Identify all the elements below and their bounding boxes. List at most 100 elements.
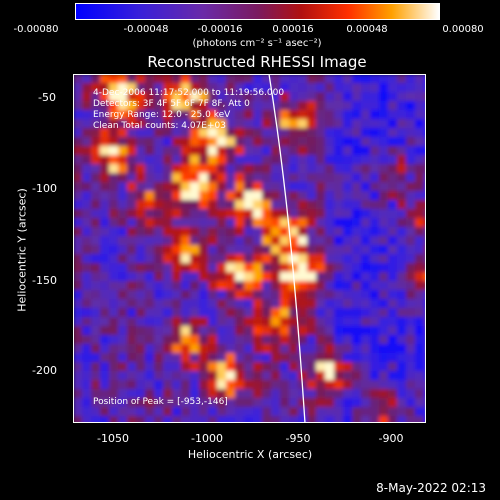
heatmap-cell [226,92,236,102]
heatmap-cell [190,128,200,138]
heatmap-cell [244,182,254,192]
colorbar-units: (photons cm⁻² s⁻¹ asec⁻²) [192,38,322,49]
heatmap-cell [127,353,137,363]
heatmap-cell [289,209,299,219]
heatmap-cell [154,236,164,246]
heatmap-cell [154,101,164,111]
heatmap-cell [100,416,110,423]
heatmap-cell [415,83,425,93]
heatmap-cell [199,353,209,363]
heatmap-cell [253,416,263,423]
heatmap-cell [127,128,137,138]
heatmap-cell [226,362,236,372]
heatmap-cell [262,245,272,255]
heatmap-cell [316,110,326,120]
heatmap-cell [190,281,200,291]
heatmap-cell [361,173,371,183]
heatmap-cell [118,227,128,237]
heatmap-cell [199,218,209,228]
heatmap-cell [82,119,92,129]
heatmap-cell [289,119,299,129]
heatmap-cell [235,290,245,300]
heatmap-cell [82,227,92,237]
heatmap-cell [154,245,164,255]
heatmap-cell [127,371,137,381]
heatmap-cell [109,308,119,318]
heatmap-cell [253,299,263,309]
heatmap-cell [334,380,344,390]
heatmap-cell [73,92,83,102]
heatmap-cell [388,92,398,102]
heatmap-cell [181,398,191,408]
heatmap-cell [289,227,299,237]
heatmap-cell [154,164,164,174]
heatmap-cell [334,83,344,93]
heatmap-cell [244,209,254,219]
heatmap-cell [199,299,209,309]
heatmap-cell [316,227,326,237]
heatmap-cell [190,335,200,345]
heatmap-cell [145,407,155,417]
heatmap-cell [397,83,407,93]
heatmap-cell [199,191,209,201]
heatmap-cell [199,407,209,417]
heatmap-cell [118,335,128,345]
heatmap-cell [406,299,416,309]
heatmap-cell [91,353,101,363]
heatmap-cell [334,389,344,399]
heatmap-cell [370,110,380,120]
heatmap-cell [190,299,200,309]
heatmap-cell [181,326,191,336]
heatmap-cell [172,407,182,417]
heatmap-cell [289,308,299,318]
heatmap-cell [298,416,308,423]
heatmap-cell [316,83,326,93]
heatmap-cell [316,218,326,228]
heatmap-cell [361,407,371,417]
heatmap-cell [226,128,236,138]
heatmap-cell [415,209,425,219]
heatmap-cell [280,137,290,147]
heatmap-cell [298,326,308,336]
heatmap-cell [118,290,128,300]
heatmap-cell [109,371,119,381]
heatmap-cell [271,218,281,228]
heatmap-cell [208,200,218,210]
rhessi-image-panel: 4-Dec-2006 11:17:52.000 to 11:19:56.000 … [73,74,426,423]
heatmap-cell [397,290,407,300]
heatmap-cell [361,353,371,363]
heatmap-cell [73,371,83,381]
heatmap-cell [343,209,353,219]
heatmap-cell [316,344,326,354]
heatmap-cell [181,371,191,381]
heatmap-cell [145,398,155,408]
heatmap-cell [163,227,173,237]
heatmap-cell [379,326,389,336]
heatmap-cell [334,173,344,183]
heatmap-cell [334,344,344,354]
heatmap-cell [154,155,164,165]
heatmap-cell [379,200,389,210]
heatmap-cell [217,92,227,102]
heatmap-cell [253,173,263,183]
heatmap-cell [73,155,83,165]
heatmap-cell [91,344,101,354]
heatmap-cell [397,335,407,345]
heatmap-cell [388,371,398,381]
heatmap-cell [271,362,281,372]
heatmap-cell [316,326,326,336]
heatmap-cell [181,200,191,210]
heatmap-cell [280,344,290,354]
heatmap-cell [136,137,146,147]
heatmap-cell [109,335,119,345]
heatmap-cell [136,398,146,408]
heatmap-cell [82,362,92,372]
heatmap-cell [325,317,335,327]
heatmap-cell [280,209,290,219]
heatmap-cell [307,218,317,228]
heatmap-cell [325,335,335,345]
heatmap-cell [109,128,119,138]
heatmap-cell [271,128,281,138]
heatmap-cell [136,128,146,138]
heatmap-cell [343,173,353,183]
